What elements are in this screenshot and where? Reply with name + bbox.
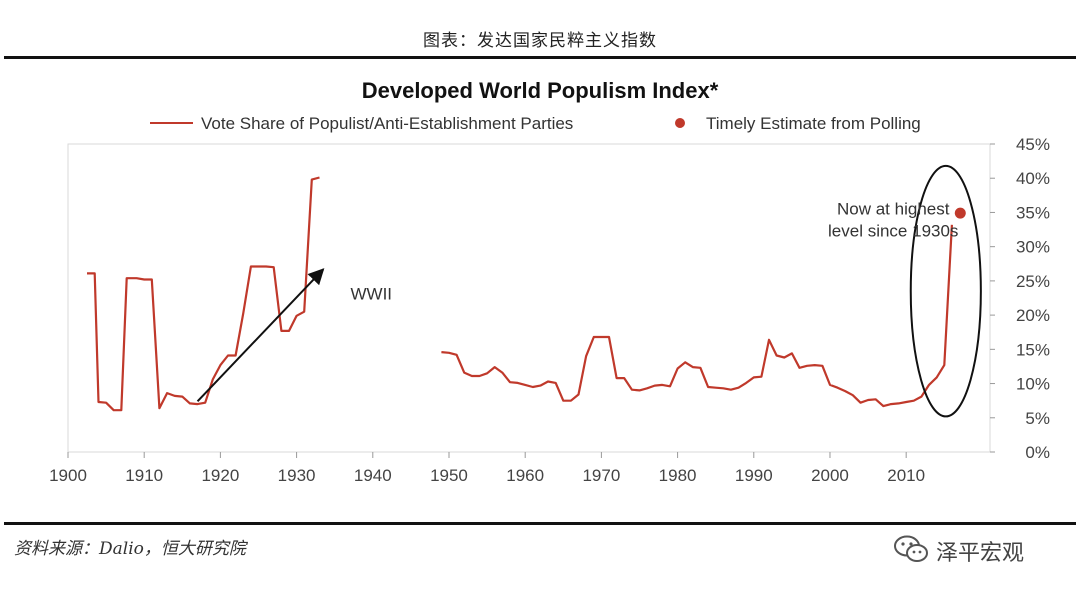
y-tick-label: 10% bbox=[1016, 375, 1050, 394]
highest-level-annotation: Now at highest bbox=[837, 199, 950, 218]
x-tick-label: 1910 bbox=[125, 466, 163, 485]
x-tick-label: 1980 bbox=[659, 466, 697, 485]
y-tick-label: 20% bbox=[1016, 306, 1050, 325]
x-tick-label: 2010 bbox=[887, 466, 925, 485]
y-tick-label: 35% bbox=[1016, 203, 1050, 222]
highlight-ellipse bbox=[909, 164, 982, 418]
y-tick-label: 25% bbox=[1016, 272, 1050, 291]
series-line-vote-share bbox=[441, 224, 953, 408]
y-tick-label: 5% bbox=[1025, 409, 1050, 428]
x-tick-label: 1920 bbox=[201, 466, 239, 485]
chart-title: Developed World Populism Index* bbox=[362, 78, 719, 103]
bottom-divider bbox=[4, 522, 1076, 525]
legend-label: Vote Share of Populist/Anti-Establishmen… bbox=[201, 114, 573, 133]
x-tick-label: 1970 bbox=[582, 466, 620, 485]
y-tick-label: 15% bbox=[1016, 340, 1050, 359]
x-tick-label: 1940 bbox=[354, 466, 392, 485]
watermark: 泽平宏观 bbox=[892, 532, 1062, 568]
x-tick-label: 1900 bbox=[49, 466, 87, 485]
populism-index-chart: Developed World Populism Index* Vote Sha… bbox=[49, 78, 1050, 485]
x-tick-label: 1960 bbox=[506, 466, 544, 485]
top-divider bbox=[4, 56, 1076, 59]
page-title: 图表：发达国家民粹主义指数 bbox=[423, 31, 657, 51]
highest-level-annotation: level since 1930s bbox=[828, 221, 958, 240]
chart-legend: Vote Share of Populist/Anti-Establishmen… bbox=[150, 114, 921, 133]
x-tick-label: 2000 bbox=[811, 466, 849, 485]
x-tick-label: 1950 bbox=[430, 466, 468, 485]
wechat-icon bbox=[894, 535, 928, 562]
series-line-vote-share bbox=[87, 176, 320, 412]
source-note: 资料来源：Dalio，恒大研究院 bbox=[14, 539, 246, 559]
trend-arrow bbox=[196, 268, 325, 403]
legend-dot-swatch bbox=[675, 118, 685, 128]
y-tick-label: 0% bbox=[1025, 443, 1050, 462]
plot-area bbox=[67, 143, 991, 453]
y-tick-label: 40% bbox=[1016, 169, 1050, 188]
x-tick-label: 1930 bbox=[278, 466, 316, 485]
watermark-text: 泽平宏观 bbox=[936, 541, 1025, 566]
y-tick-label: 45% bbox=[1016, 135, 1050, 154]
legend-label: Timely Estimate from Polling bbox=[706, 114, 921, 133]
polling-estimate-point bbox=[954, 207, 966, 219]
wwii-annotation: WWII bbox=[350, 284, 392, 303]
x-tick-label: 1990 bbox=[735, 466, 773, 485]
y-tick-label: 30% bbox=[1016, 238, 1050, 257]
